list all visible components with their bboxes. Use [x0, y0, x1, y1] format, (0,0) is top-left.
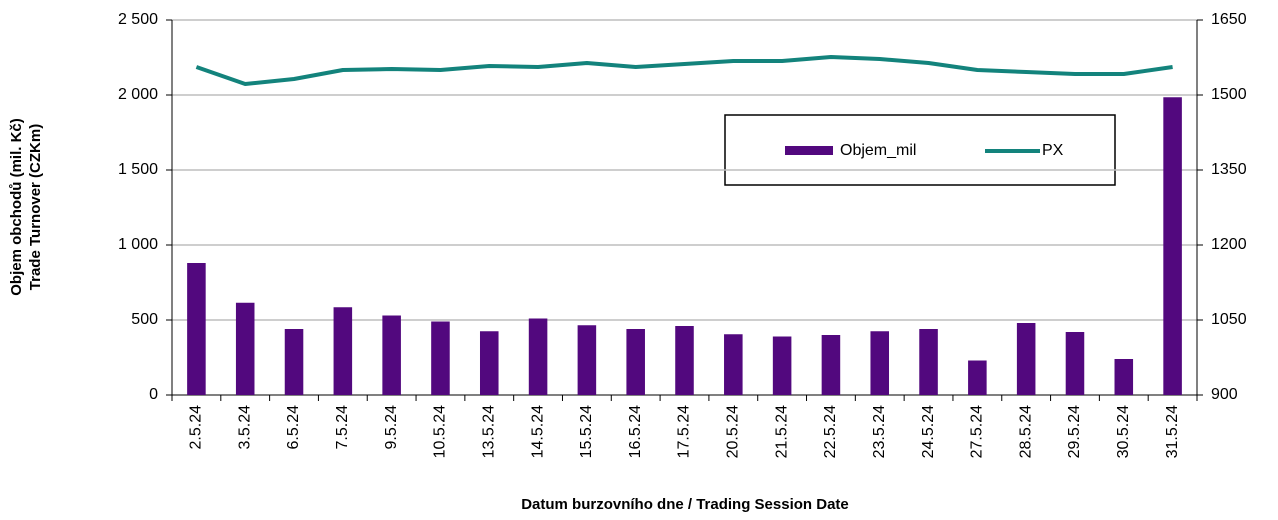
bar [675, 326, 694, 395]
y2-tick-label: 1050 [1211, 311, 1247, 328]
bar [919, 329, 938, 395]
bar [382, 315, 401, 395]
bar [577, 325, 597, 395]
bar [187, 263, 206, 395]
y-tick-label: 1 000 [118, 236, 158, 253]
bar [1163, 97, 1182, 395]
y-tick-label: 500 [131, 311, 158, 328]
bar [1016, 323, 1036, 395]
x-tick-label: 15.5.24 [578, 405, 595, 458]
x-tick-label: 9.5.24 [383, 405, 400, 450]
x-tick-label: 17.5.24 [676, 405, 693, 458]
y-axis-title: Objem obchodů (mil. Kč) [8, 118, 25, 296]
x-tick-label: 30.5.24 [1115, 405, 1132, 458]
bar [431, 321, 450, 395]
x-tick-label: 20.5.24 [725, 405, 742, 458]
bar [528, 318, 548, 395]
x-tick-label: 31.5.24 [1164, 405, 1181, 458]
bar [968, 360, 987, 395]
x-tick-label: 29.5.24 [1066, 405, 1083, 458]
line [195, 55, 1173, 86]
bar [772, 336, 792, 395]
bar [724, 334, 743, 395]
x-tick-label: 22.5.24 [822, 405, 839, 458]
y-tick-label: 2 000 [118, 86, 158, 103]
x-tick-label: 7.5.24 [334, 405, 351, 450]
y2-tick-label: 1200 [1211, 236, 1247, 253]
legend-label: PX [1042, 142, 1064, 159]
bar [821, 335, 841, 395]
x-tick-label: 10.5.24 [432, 405, 449, 458]
x-axis-title: Datum burzovního dne / Trading Session D… [521, 496, 849, 513]
y2-tick-label: 1500 [1211, 86, 1247, 103]
x-tick-label: 27.5.24 [969, 405, 986, 458]
bar [870, 331, 890, 395]
bar [626, 329, 645, 395]
bar [284, 329, 304, 395]
bar [479, 331, 499, 395]
legend-label: Objem_mil [840, 142, 916, 159]
x-tick-label: 24.5.24 [920, 405, 937, 458]
legend-swatch [785, 146, 833, 155]
x-tick-label: 6.5.24 [285, 405, 302, 450]
y-tick-label: 2 500 [118, 11, 158, 28]
y2-tick-label: 1650 [1211, 11, 1247, 28]
x-tick-label: 23.5.24 [871, 405, 888, 458]
bar [1114, 359, 1134, 395]
bar [235, 302, 255, 395]
x-tick-label: 14.5.24 [529, 405, 546, 458]
y2-tick-label: 1350 [1211, 161, 1247, 178]
x-tick-label: 13.5.24 [480, 405, 497, 458]
x-tick-label: 2.5.24 [188, 405, 205, 450]
x-tick-label: 21.5.24 [773, 405, 790, 458]
x-tick-label: 3.5.24 [236, 405, 253, 450]
x-tick-label: 16.5.24 [627, 405, 644, 458]
y-tick-label: 1 500 [118, 161, 158, 178]
y-tick-label: 0 [149, 386, 158, 403]
y2-tick-label: 900 [1211, 386, 1238, 403]
bar [1065, 332, 1085, 395]
y-axis-title: Trade Turnover (CZKm) [27, 124, 44, 290]
x-tick-label: 28.5.24 [1017, 405, 1034, 458]
bar [333, 307, 353, 395]
